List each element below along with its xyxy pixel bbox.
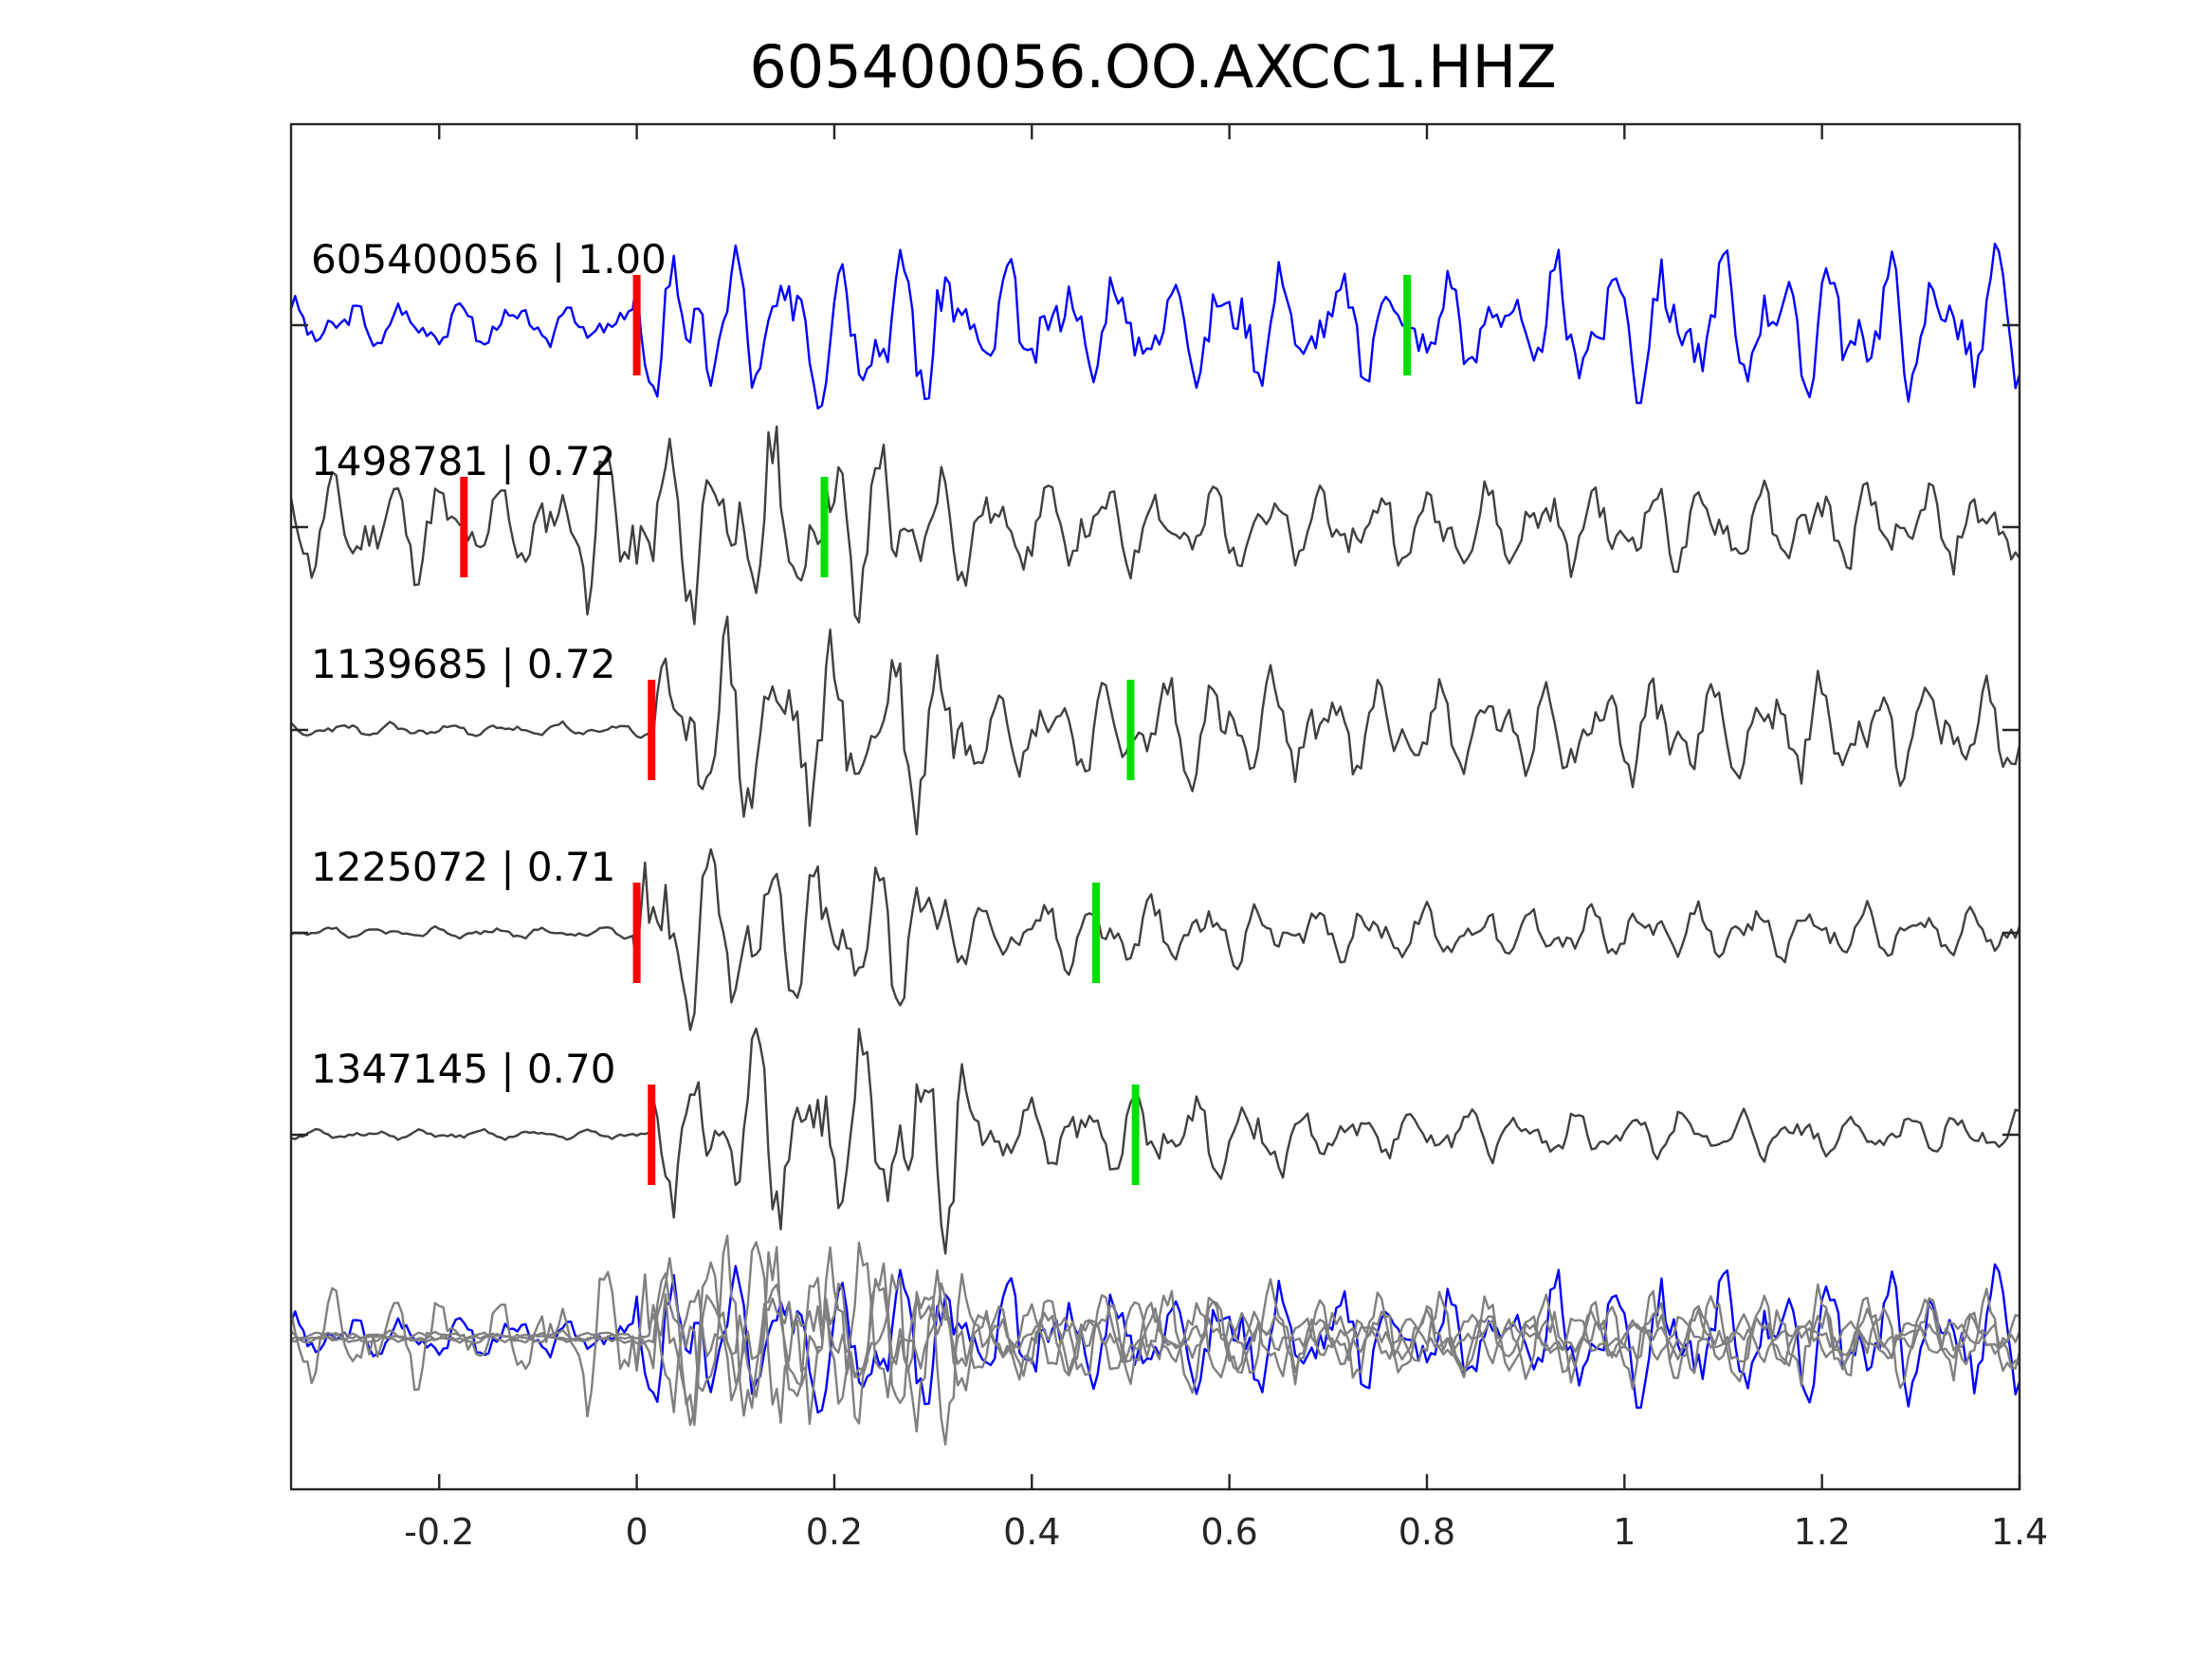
- x-tick-label: -0.2: [404, 1511, 474, 1553]
- x-tick-label: 0: [626, 1511, 649, 1553]
- trace-label-605400056: 605400056 | 1.00: [311, 236, 667, 283]
- x-tick-label: 1: [1613, 1511, 1636, 1553]
- trace-605400056: [289, 242, 2021, 410]
- x-tick-label: 0.4: [1003, 1511, 1060, 1553]
- overlay-stack: [289, 1234, 2021, 1446]
- chart-title: 605400056.OO.AXCC1.HHZ: [749, 32, 1556, 101]
- trace-1347145: [290, 1027, 2020, 1255]
- x-tick-label: 0.2: [806, 1511, 863, 1553]
- x-tick-label: 1.2: [1793, 1511, 1850, 1553]
- phase-picks: [460, 275, 1412, 1185]
- overlay-trace-1347145: [290, 1241, 2020, 1446]
- trace-1498781: [289, 425, 2020, 626]
- x-tick-label: 1.4: [1991, 1511, 2048, 1553]
- overlay-trace-1225072: [290, 1261, 2021, 1427]
- trace-1139685: [290, 615, 2021, 836]
- plot-frame: [289, 122, 2021, 1491]
- trace-label-1498781: 1498781 | 0.72: [311, 438, 615, 484]
- trace-labels: 605400056 | 1.00 1498781 | 0.72 1139685 | …: [311, 236, 667, 1092]
- traces-layer: [289, 242, 2021, 1255]
- trace-label-1225072: 1225072 | 0.71: [311, 844, 615, 890]
- trace-1225072: [290, 848, 2021, 1031]
- x-tick-label: 0.8: [1398, 1511, 1455, 1553]
- trace-label-1347145: 1347145 | 0.70: [311, 1046, 615, 1092]
- overlay-trace-1139685: [290, 1234, 2021, 1433]
- overlay-trace-1498781: [289, 1246, 2020, 1427]
- trace-label-1139685: 1139685 | 0.72: [311, 641, 615, 687]
- x-axis-ticks: -0.2 0 0.2 0.4 0.6 0.8 1 1.2 1.4: [291, 124, 2048, 1553]
- x-tick-label: 0.6: [1200, 1511, 1257, 1553]
